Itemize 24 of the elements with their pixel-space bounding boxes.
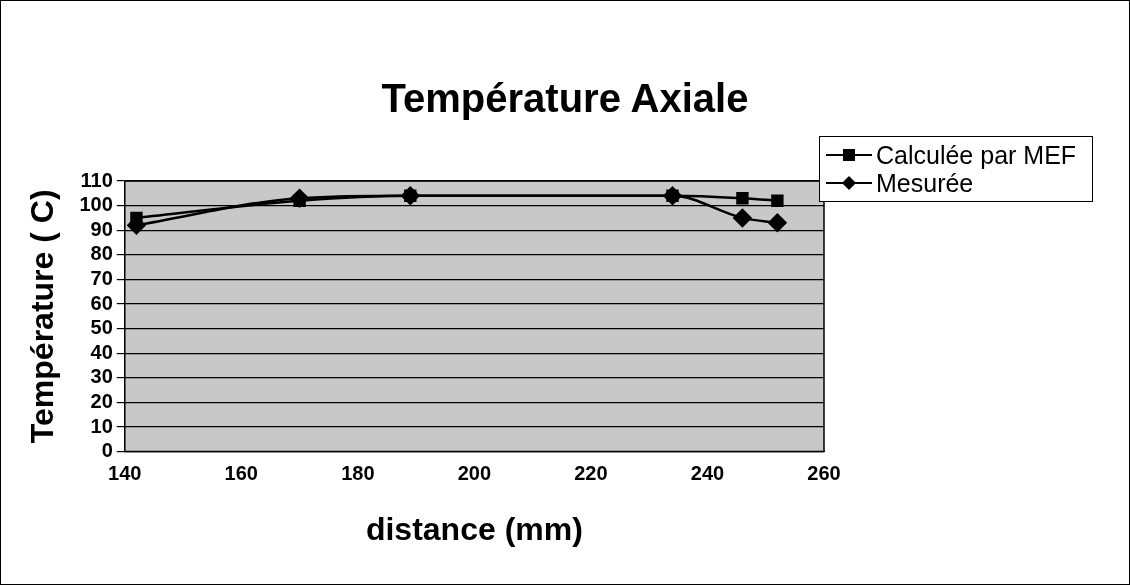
y-tick-label: 90 <box>90 217 113 240</box>
y-tick-label: 10 <box>90 414 113 437</box>
y-tick-label: 50 <box>90 316 113 339</box>
x-tick-label: 220 <box>574 462 608 485</box>
y-tick-label: 60 <box>90 291 113 314</box>
y-tick-label: 70 <box>90 266 113 289</box>
x-tick-label: 240 <box>690 462 725 485</box>
x-axis-title: distance (mm) <box>365 510 583 547</box>
chart-title: Température Axiale <box>380 76 750 121</box>
x-tick-label: 200 <box>457 462 492 485</box>
y-tick-label: 80 <box>90 242 113 265</box>
y-tick-label: 110 <box>80 168 113 191</box>
y-tick-label: 40 <box>90 340 113 363</box>
y-axis-title: Température ( C) <box>24 189 61 444</box>
y-tick-label: 30 <box>90 365 113 388</box>
y-tick-label: 100 <box>79 193 113 216</box>
x-tick-label: 140 <box>108 462 142 485</box>
x-tick-label: 180 <box>341 462 375 485</box>
x-tick-label: 260 <box>807 462 841 485</box>
y-tick-label: 20 <box>90 389 113 412</box>
legend-label: Mesurée <box>876 169 974 197</box>
legend-label: Calculée par MEF <box>876 141 1077 169</box>
y-tick-label: 0 <box>101 439 113 462</box>
x-tick-label: 160 <box>224 462 258 485</box>
